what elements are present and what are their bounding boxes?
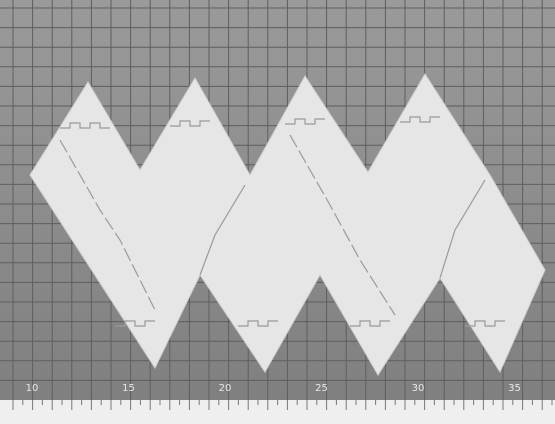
ruler-label: 35 [508, 383, 521, 394]
ruler-label: 15 [122, 383, 135, 394]
photo: 10 15 20 25 30 35 [0, 0, 555, 424]
ruler-label: 10 [26, 383, 39, 394]
ruler-label: 20 [219, 383, 232, 394]
ruler-label: 25 [315, 383, 328, 394]
page: 101520253035 (() => { const data = JSON.… [0, 0, 555, 424]
ruler-label: 30 [412, 383, 425, 394]
